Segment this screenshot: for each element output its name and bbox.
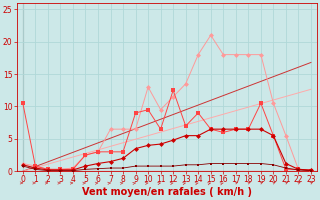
X-axis label: Vent moyen/en rafales ( km/h ): Vent moyen/en rafales ( km/h ) [82,187,252,197]
